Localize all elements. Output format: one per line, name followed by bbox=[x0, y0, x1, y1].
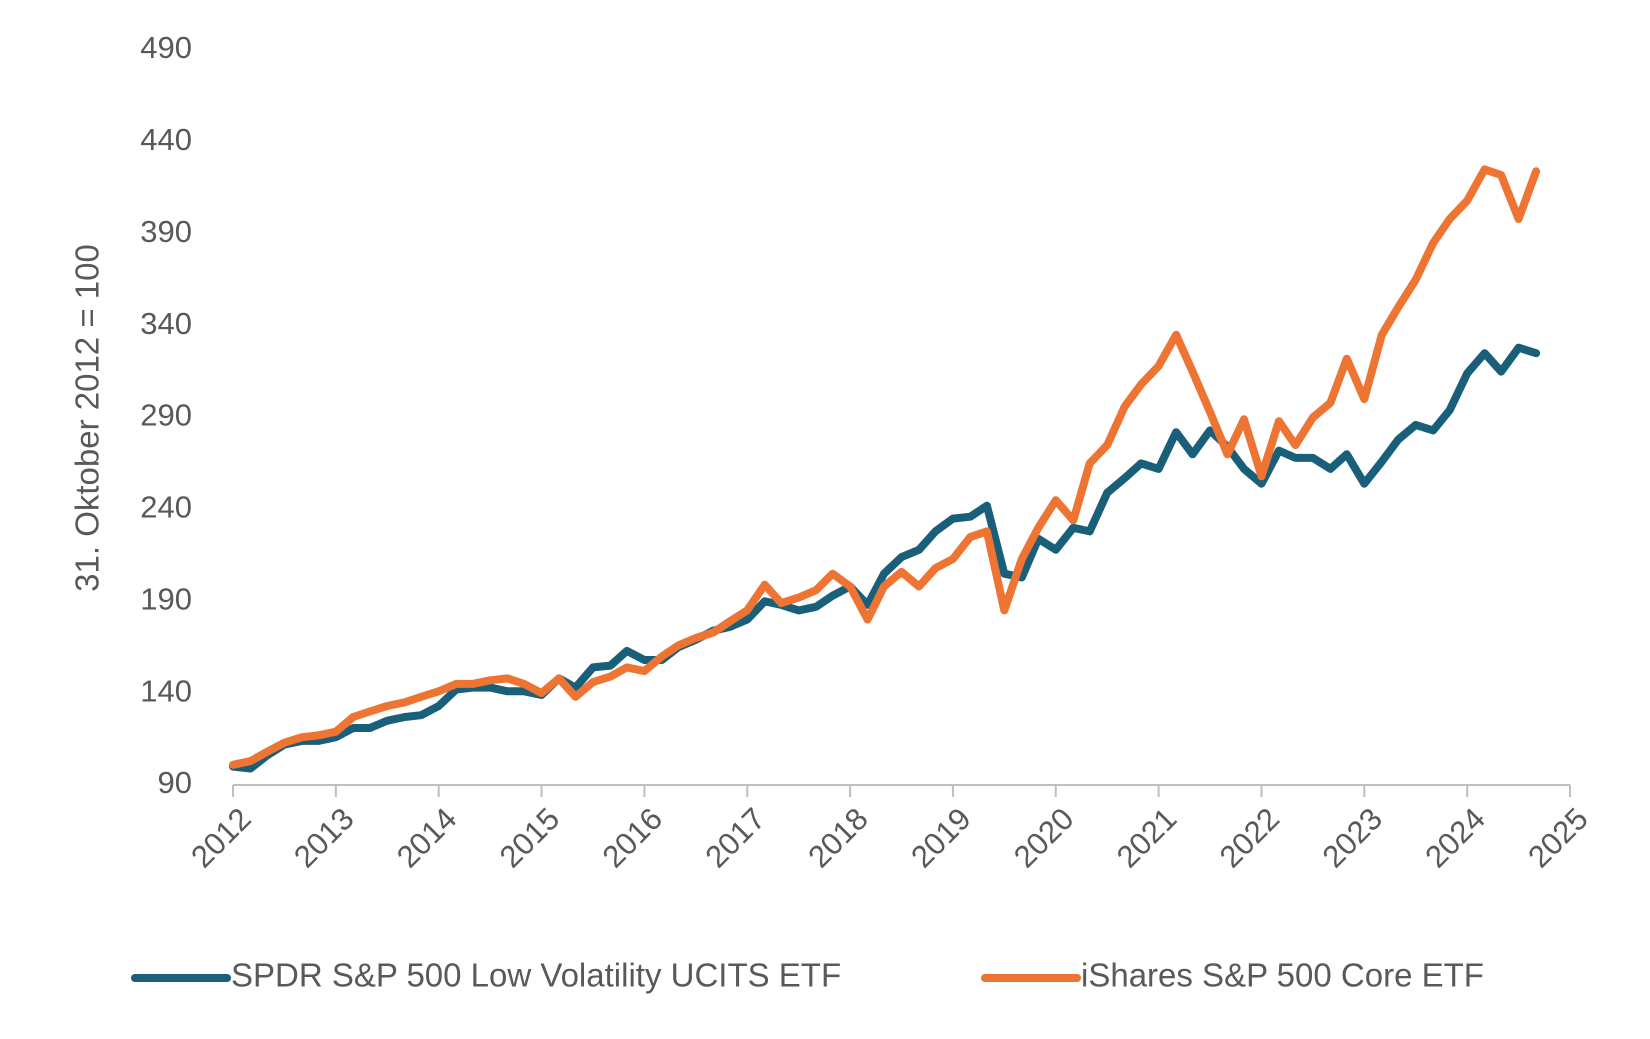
x-tick-label: 2013 bbox=[287, 801, 361, 875]
x-tick-label: 2016 bbox=[596, 801, 670, 875]
y-tick-label: 340 bbox=[140, 306, 192, 341]
y-axis-title: 31. Oktober 2012 = 100 bbox=[69, 244, 106, 592]
y-tick-label: 240 bbox=[140, 490, 192, 525]
x-tick-label: 2012 bbox=[184, 801, 258, 875]
y-tick-label: 440 bbox=[140, 122, 192, 157]
y-tick-label: 390 bbox=[140, 214, 192, 249]
x-tick-label: 2025 bbox=[1521, 801, 1595, 875]
legend-label: iShares S&P 500 Core ETF bbox=[1081, 957, 1484, 994]
x-tick-label: 2022 bbox=[1213, 801, 1287, 875]
x-tick-label: 2018 bbox=[801, 801, 875, 875]
y-tick-label: 490 bbox=[140, 30, 192, 65]
y-tick-label: 90 bbox=[158, 765, 192, 800]
legend-label: SPDR S&P 500 Low Volatility UCITS ETF bbox=[231, 957, 841, 994]
x-tick-label: 2019 bbox=[904, 801, 978, 875]
series-line bbox=[229, 343, 1541, 773]
x-tick-label: 2021 bbox=[1110, 801, 1184, 875]
x-tick-label: 2015 bbox=[493, 801, 567, 875]
x-tick-label: 2014 bbox=[390, 801, 464, 875]
y-tick-label: 290 bbox=[140, 398, 192, 433]
series-line bbox=[229, 165, 1541, 769]
x-tick-label: 2020 bbox=[1007, 801, 1081, 875]
x-tick-label: 2017 bbox=[698, 801, 772, 875]
x-tick-label: 2024 bbox=[1418, 801, 1492, 875]
y-tick-label: 140 bbox=[140, 673, 192, 708]
y-tick-label: 190 bbox=[140, 581, 192, 616]
x-tick-label: 2023 bbox=[1316, 801, 1390, 875]
